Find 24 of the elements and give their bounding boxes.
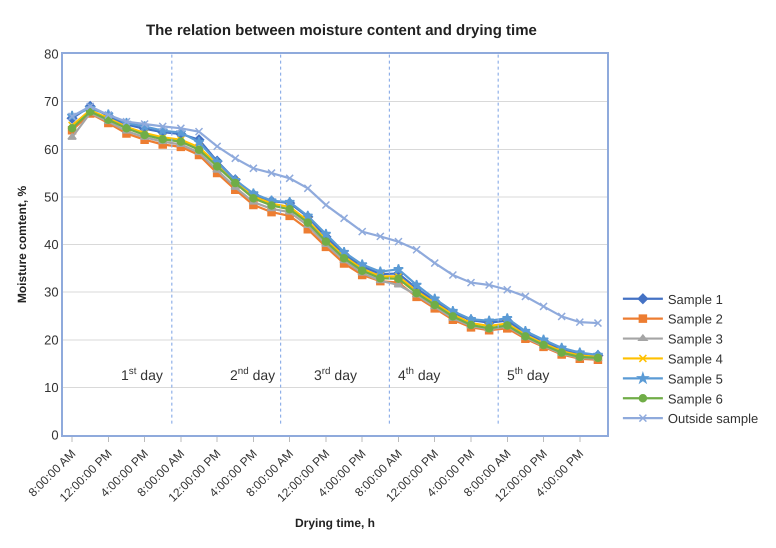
y-tick-label: 60 xyxy=(44,142,59,157)
y-axis-title: Moisture comtent, % xyxy=(14,186,29,304)
y-tick-label: 20 xyxy=(44,332,59,348)
legend-label: Sample 6 xyxy=(668,391,723,406)
legend-label: Sample 3 xyxy=(668,332,723,347)
legend-label: Sample 1 xyxy=(668,292,723,307)
annotation: 1$^{st}$ day xyxy=(121,366,163,383)
annotation: 5$^{th}$ day xyxy=(507,366,550,383)
y-tick-label: 40 xyxy=(44,237,59,252)
annotation: 3$^{rd}$ day xyxy=(314,366,357,383)
y-tick-label: 50 xyxy=(44,189,59,204)
legend-label: Sample 5 xyxy=(668,371,723,386)
y-tick-label: 80 xyxy=(44,46,59,62)
annotation: 4$^{th}$ day xyxy=(398,366,440,383)
y-tick-label: 0 xyxy=(51,428,59,443)
legend-label: Sample 2 xyxy=(668,312,723,327)
y-tick-label: 10 xyxy=(44,380,59,395)
chart-title: The relation between moisture content and drying time xyxy=(146,22,537,40)
y-tick-label: 70 xyxy=(44,94,59,110)
annotation: 2$^{nd}$ day xyxy=(230,366,276,383)
legend-label: Outside sample xyxy=(668,411,758,426)
legend-label: Sample 4 xyxy=(668,352,723,367)
y-tick-label: 30 xyxy=(44,284,59,300)
x-axis-title: Drying time, h xyxy=(294,516,376,530)
